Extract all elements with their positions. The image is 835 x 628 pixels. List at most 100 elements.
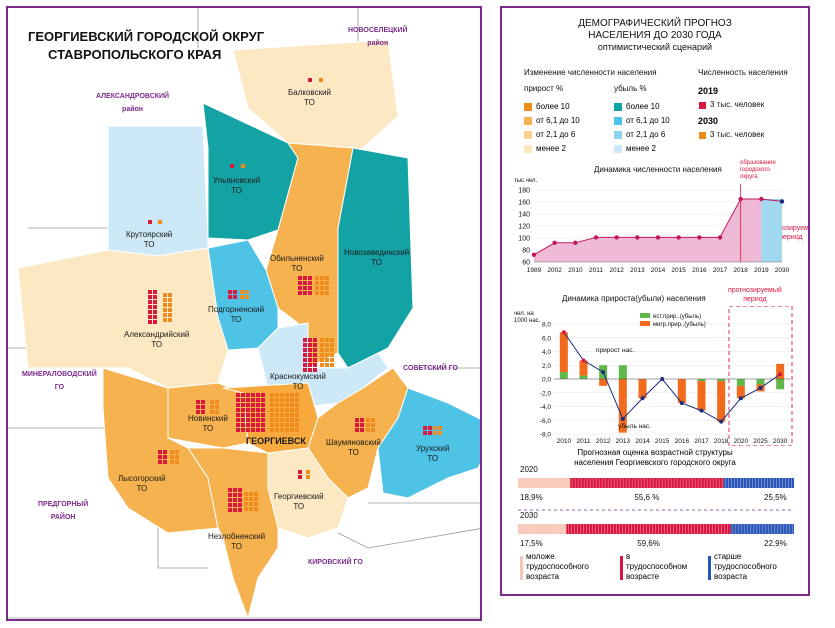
- label-aleksandriysky-name: Александрийский: [124, 330, 190, 339]
- pop-point: [697, 235, 702, 240]
- legend-swatch-2030: [699, 132, 706, 139]
- pop-square-2019: [251, 418, 255, 422]
- neighbor-novoselitsky-name: НОВОСЕЛЕЦКИЙ: [348, 27, 408, 34]
- pop-square-2030: [325, 276, 329, 280]
- pop-square-2019: [238, 498, 242, 502]
- pop-square-2019: [201, 410, 205, 414]
- pop-square-2030: [433, 426, 437, 430]
- pop-square-2030: [280, 428, 284, 432]
- neighbor-aleksandrovsky: АЛЕКСАНДРОВСКИЙ район: [96, 90, 169, 116]
- label-krasnokumsky: Краснокумский ТО: [270, 372, 326, 392]
- growth-y-tick: -2,0: [540, 390, 552, 397]
- pop-point: [779, 199, 785, 204]
- pop-square-2030: [170, 460, 174, 464]
- pop-square-2019: [313, 358, 317, 362]
- pop-square-2019: [148, 300, 152, 304]
- pop-square-2019: [303, 276, 307, 280]
- pop-square-2030: [371, 418, 375, 422]
- pop-square-2030: [170, 450, 174, 454]
- pop-y-tick: 80: [522, 248, 530, 255]
- pop-square-2019: [298, 286, 302, 290]
- pop-point: [655, 235, 661, 240]
- pop-square-2019: [153, 320, 157, 324]
- pop-square-2030: [295, 423, 299, 427]
- growth-bar-migration: [697, 381, 706, 411]
- pop-square-2019: [313, 363, 317, 367]
- structure-legend-label: возрасте: [626, 572, 660, 581]
- growth-y-tick: -4,0: [540, 404, 552, 411]
- pop-square-2019: [148, 220, 152, 224]
- structure-value-label: 18,9%: [520, 493, 543, 502]
- neighbor-predgorny-name: ПРЕДГОРНЫЙ: [38, 501, 89, 508]
- pop-square-2019: [308, 291, 312, 295]
- label-podgorny-name: Подгорненский: [208, 305, 265, 314]
- pop-square-2030: [270, 418, 274, 422]
- pop-square-2019: [241, 403, 245, 407]
- pop-square-2019: [148, 290, 152, 294]
- pop-square-2019: [313, 353, 317, 357]
- pop-annotation-line2: городского: [740, 167, 770, 173]
- pop-forecast-label-line1: прогнозируемый: [764, 225, 809, 232]
- label-krutoyarsky: Крутоярский ТО: [126, 230, 172, 250]
- pop-square-2019: [261, 408, 265, 412]
- pop-square-2019: [251, 408, 255, 412]
- label-balkovsky-type: ТО: [304, 98, 315, 107]
- pop-square-2030: [240, 290, 244, 294]
- pop-square-2019: [233, 290, 237, 294]
- pop-square-2019: [308, 358, 312, 362]
- neighbor-mineralovodsky: МИНЕРАЛОВОДСКИЙ ГО: [22, 368, 97, 394]
- pop-square-2030: [295, 398, 299, 402]
- pop-point: [573, 240, 578, 245]
- legend-growth-swatch: [524, 131, 532, 139]
- legend-decline-label: менее 2: [626, 144, 656, 153]
- territory-obilnensky: [265, 142, 354, 369]
- pop-square-2030: [330, 363, 334, 367]
- pop-square-2030: [325, 281, 329, 285]
- pop-square-2019: [163, 460, 167, 464]
- pop-square-2019: [153, 310, 157, 314]
- pop-square-2030: [254, 492, 258, 496]
- pop-square-2019: [256, 408, 260, 412]
- label-georgievsky-name: Георгиевский: [274, 492, 324, 501]
- pop-square-2030: [275, 423, 279, 427]
- growth-total-point: [758, 385, 763, 390]
- pop-square-2030: [290, 403, 294, 407]
- pop-square-2030: [249, 502, 253, 506]
- legend-decline-label: от 2,1 до 6: [626, 130, 666, 139]
- pop-square-2019: [308, 363, 312, 367]
- pop-square-2019: [256, 418, 260, 422]
- pop-square-2030: [244, 502, 248, 506]
- label-ulyanovsky-name: Ульяновский: [213, 176, 261, 185]
- pop-square-2019: [241, 418, 245, 422]
- pop-square-2030: [163, 313, 167, 317]
- pop-square-2030: [285, 428, 289, 432]
- pop-x-tick: 2015: [671, 267, 686, 274]
- pop-square-2030: [244, 507, 248, 511]
- pop-square-2030: [320, 276, 324, 280]
- pop-square-2019: [148, 310, 152, 314]
- pop-square-2030: [320, 358, 324, 362]
- legend-swatch-2019: [699, 102, 706, 109]
- pop-square-2030: [270, 403, 274, 407]
- pop-square-2030: [275, 398, 279, 402]
- pop-square-2019: [261, 418, 265, 422]
- label-ulyanovsky-type: ТО: [231, 186, 242, 195]
- label-novinsky-name: Новинский: [188, 414, 228, 423]
- pop-x-tick: 2014: [651, 267, 666, 274]
- growth-bar-migration: [638, 379, 647, 399]
- pop-point: [759, 196, 764, 202]
- pop-square-2030: [245, 290, 249, 294]
- growth-x-tick: 2017: [694, 438, 709, 445]
- pop-square-2030: [241, 164, 245, 168]
- growth-legend-label: ест.прир..(убыль): [653, 314, 701, 320]
- growth-bar-natural: [618, 365, 627, 379]
- pop-square-2030: [319, 78, 323, 82]
- structure-legend-label: старше: [714, 552, 742, 561]
- label-shaumyanovsky-type: ТО: [348, 448, 359, 457]
- growth-annotation-decrease: убыль нас.: [618, 422, 651, 430]
- pop-square-2030: [295, 408, 299, 412]
- pop-square-2019: [308, 78, 312, 82]
- structure-legend-label: возраста: [714, 572, 748, 581]
- pop-square-2030: [306, 475, 310, 479]
- pop-square-2030: [280, 423, 284, 427]
